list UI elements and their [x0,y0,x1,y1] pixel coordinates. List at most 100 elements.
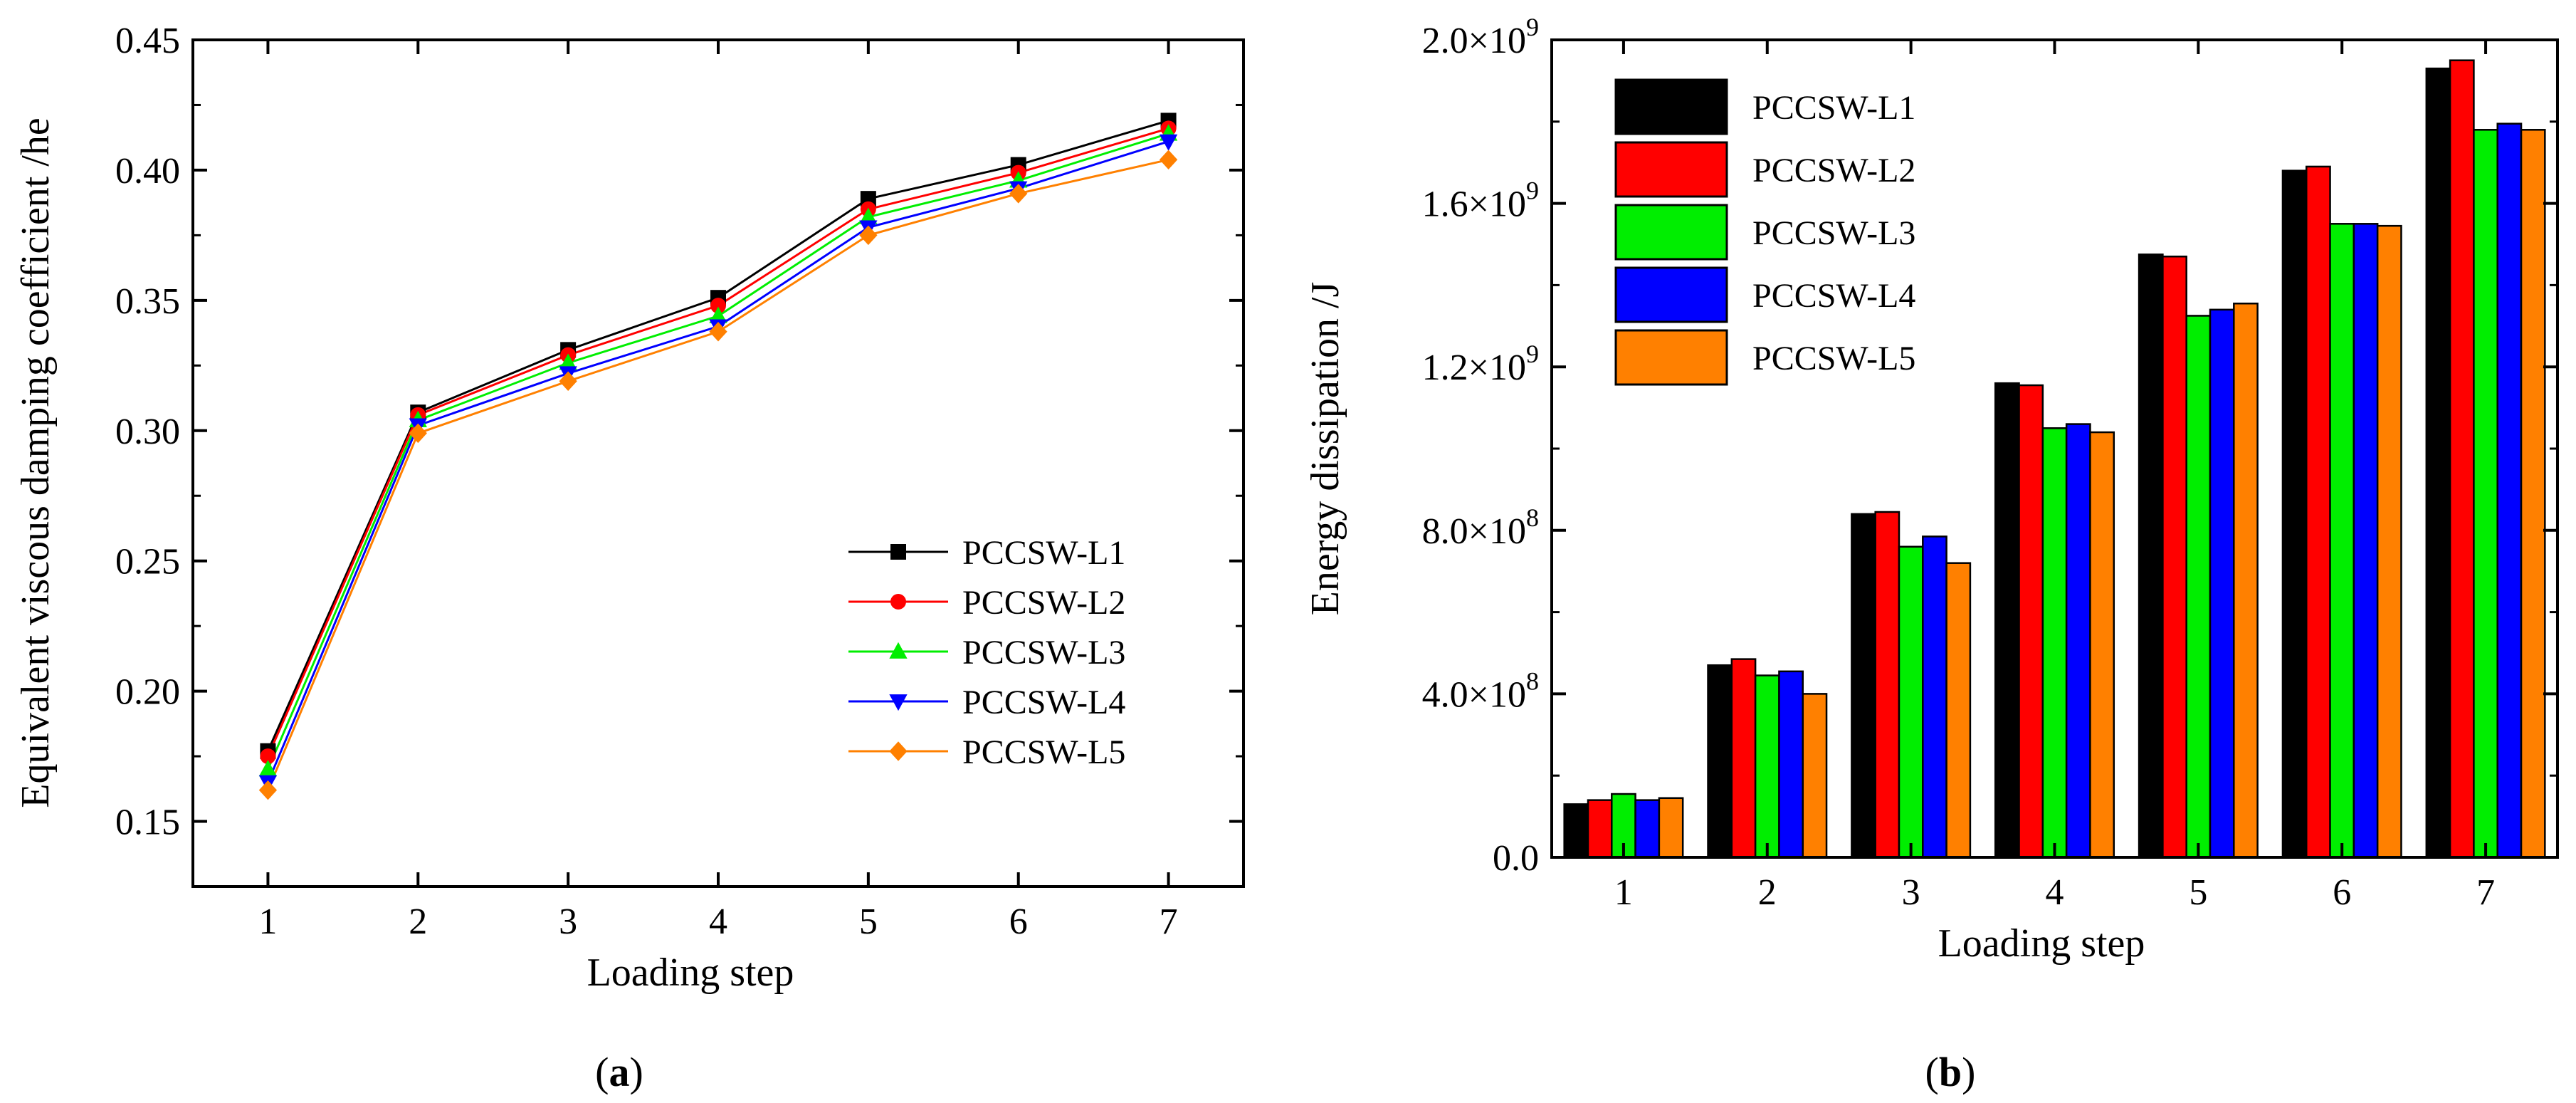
legend-a: PCCSW-L1 PCCSW-L2 PCCSW-L3 PCCSW-L4 PCCSW-L5 [848,534,1125,771]
y-tick-exponent: 8 [1526,503,1539,532]
legend-label: PCCSW-L5 [962,733,1125,771]
bar-pccsw-l5 [2520,129,2546,859]
bar-pccsw-l3 [2329,223,2355,859]
y-tick-label: 0.0 [1493,838,1539,879]
bar-pccsw-l1 [1707,664,1733,859]
y-tick-exponent: 8 [1526,666,1539,695]
bar-pccsw-l1 [2425,67,2451,859]
x-tick-label: 1 [258,901,277,942]
bar-pccsw-l4 [1778,670,1804,859]
bar-pccsw-l1 [1563,803,1589,859]
y-tick-mantissa: 1.6×10 [1422,184,1526,225]
legend-label: PCCSW-L1 [962,534,1125,572]
panel-label-a: (a) [595,1049,643,1095]
data-point-pccsw-l2 [710,298,726,314]
series-markers-a [258,113,1178,800]
y-tick-label: 8.0×108 [1422,503,1539,552]
legend-label: PCCSW-L2 [1752,152,1915,189]
bar-pccsw-l2 [2306,165,2331,859]
x-tick-label: 5 [2189,872,2207,913]
bar-pccsw-l2 [2162,255,2187,859]
y-tick-mantissa: 4.0×10 [1422,674,1526,715]
y-tick-label: 0.25 [115,542,180,582]
x-tick-label: 4 [2046,872,2064,913]
bar-pccsw-l4 [2496,122,2523,859]
bar-pccsw-l3 [2185,315,2212,859]
y-tick-mantissa: 2.0×10 [1422,21,1526,61]
y-axis-label-b: Energy dissipation /J [1303,282,1347,616]
y-tick-label: 0.20 [115,672,180,713]
bar-pccsw-l5 [1658,797,1684,859]
line-chart-panel-a: 0.15 0.20 0.25 0.30 0.35 0.40 0.45 1 2 3 4 5 6 7 PCC… [14,21,1245,1095]
legend-label: PCCSW-L3 [962,634,1125,671]
y-tick-label: 1.6×109 [1422,177,1539,225]
data-point-pccsw-l5 [409,423,427,444]
bar-pccsw-l4 [2352,223,2379,859]
x-tick-label: 3 [559,901,577,942]
data-point-pccsw-l5 [559,371,577,392]
x-axis-label-a: Loading step [587,951,794,995]
panel-label-b: (b) [1925,1049,1976,1095]
bar-pccsw-l3 [2473,129,2498,859]
bar-pccsw-l1 [1851,513,1876,859]
y-tick-exponent: 9 [1526,340,1539,368]
x-tick-label: 4 [709,901,727,942]
bar-pccsw-l5 [2233,302,2259,859]
legend-label: PCCSW-L2 [962,584,1125,622]
legend-swatch [1614,78,1728,135]
x-tick-label: 7 [2476,872,2495,913]
bar-pccsw-l2 [1730,658,1757,859]
legend-marker [889,741,908,761]
x-tick-label: 2 [409,901,427,942]
y-tick-label: 1.2×109 [1422,340,1539,388]
data-point-pccsw-l2 [260,748,276,765]
data-point-pccsw-l5 [258,780,278,800]
data-point-pccsw-l3 [859,207,878,224]
bar-pccsw-l2 [2449,59,2475,859]
x-tick-label: 5 [859,901,878,942]
bar-pccsw-l3 [1754,674,1780,859]
x-axis-a: 1 2 3 4 5 6 7 [258,40,1178,942]
legend-marker [889,694,908,711]
data-point-pccsw-l3 [258,760,278,777]
x-axis-label-b: Loading step [1938,921,2145,966]
y-tick-exponent: 9 [1526,13,1539,41]
y-tick-label: 4.0×108 [1422,666,1539,715]
legend-label: PCCSW-L1 [1752,89,1915,127]
bar-pccsw-l2 [1587,799,1613,859]
legend-label: PCCSW-L4 [1752,277,1915,315]
bar-pccsw-l3 [2041,427,2068,859]
bar-pccsw-l2 [1874,511,1901,859]
y-tick-label: 0.35 [115,281,180,322]
legend-label: PCCSW-L3 [1752,214,1915,252]
y-tick-mantissa: 0.0 [1493,838,1539,879]
data-point-pccsw-l3 [559,353,577,370]
y-tick-label: 0.40 [115,151,180,192]
legend-swatch [1614,266,1728,323]
x-tick-label: 6 [2333,872,2351,913]
bar-pccsw-l5 [1945,562,1972,859]
x-tick-label: 7 [1160,901,1178,942]
legend-marker [890,544,906,560]
bar-pccsw-l4 [2209,308,2235,859]
x-tick-label: 1 [1614,872,1633,913]
bars-b [1563,59,2546,859]
x-axis-b: 1 2 3 4 5 6 7 [1614,40,2495,913]
legend-marker [889,642,908,659]
y-tick-label: 0.30 [115,412,180,452]
data-point-pccsw-l5 [859,225,878,246]
y-tick-label: 2.0×109 [1422,13,1539,61]
bar-pccsw-l4 [1922,535,1947,859]
data-point-pccsw-l4 [1159,134,1178,151]
data-point-pccsw-l5 [1159,150,1178,170]
x-tick-label: 2 [1758,872,1777,913]
legend-marker [890,594,906,610]
bar-pccsw-l5 [2089,431,2115,859]
bar-pccsw-l1 [1994,382,2020,859]
x-tick-label: 6 [1009,901,1028,942]
bar-pccsw-l4 [1634,799,1661,859]
data-point-pccsw-l5 [1009,184,1028,204]
